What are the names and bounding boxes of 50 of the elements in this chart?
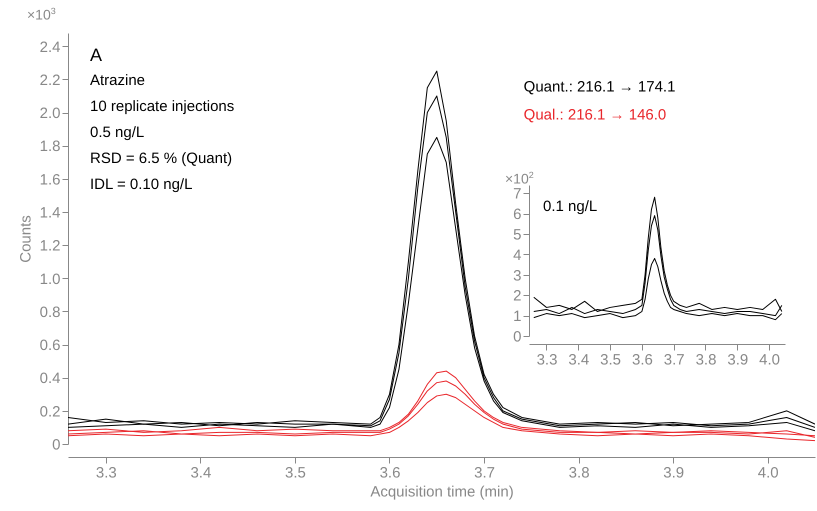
x-tick-label: 3.7 [474,464,495,482]
y-tick-label: 0.2 [40,403,60,420]
annotation: 10 replicate injections [90,98,234,115]
y-tick-label: 0 [52,436,60,454]
y-tick-label: 0.8 [40,304,60,321]
x-tick-label: 3.7 [664,352,685,368]
y-tick-label: 7 [513,186,522,203]
y-tick-label: 1.4 [40,204,60,222]
y-tick-label: 0.4 [40,370,60,388]
y-tick-label: 4 [513,246,522,264]
x-tick-label: 3.8 [568,464,590,482]
x-tick-label: 3.8 [696,352,716,368]
annotation: IDL = 0.10 ng/L [90,176,192,193]
x-tick-label: 3.3 [536,352,558,368]
y-tick-label: 2 [513,288,522,305]
y-tick-label: 0 [513,328,522,346]
annotation: Atrazine [90,72,146,89]
y-axis-title: Counts [18,215,35,263]
x-tick-label: 4.0 [759,352,780,368]
y-tick-label: 1.8 [40,138,60,156]
x-axis-title: Acquisition time (min) [370,484,514,500]
x-tick-label: 3.4 [190,464,212,482]
y-tick-label: 0.6 [40,337,60,354]
x-tick-label: 3.5 [285,464,306,482]
y-tick-label: 1.0 [40,270,60,288]
annotation: RSD = 6.5 % (Quant) [90,150,232,167]
y-tick-label: 2.2 [40,72,60,89]
annotation: 0.1 ng/L [543,198,598,215]
x-tick-label: 3.6 [380,464,400,482]
x-tick-label: 3.4 [568,352,590,368]
x-tick-label: 3.9 [727,352,748,368]
y-tick-label: 5 [513,226,522,244]
x-tick-label: 3.9 [663,464,684,482]
annotation: ×10$^{2}$ [505,170,534,187]
text: Quant.: 216.1 → 174.1 [524,78,676,96]
y-tick-label: 6 [513,206,522,224]
y-tick-label: 1 [513,308,522,326]
y-tick-label: 2.4 [40,38,60,56]
y-tick-label: 2.0 [40,105,60,122]
annotation: A [90,45,102,65]
x-tick-label: 3.5 [600,352,622,368]
x-tick-label: 3.6 [632,352,653,368]
text: Qual.: 216.1 → 146.0 [524,106,666,124]
x-tick-label: 4.0 [758,464,779,482]
y-tick-label: 1.2 [40,238,60,255]
y-tick-label: 3 [513,267,522,284]
text: ×10$^{3}$ [27,6,56,23]
annotation: 0.5 ng/L [90,124,144,141]
x-tick-label: 3.3 [96,464,117,482]
y-tick-label: 1.6 [40,171,60,188]
